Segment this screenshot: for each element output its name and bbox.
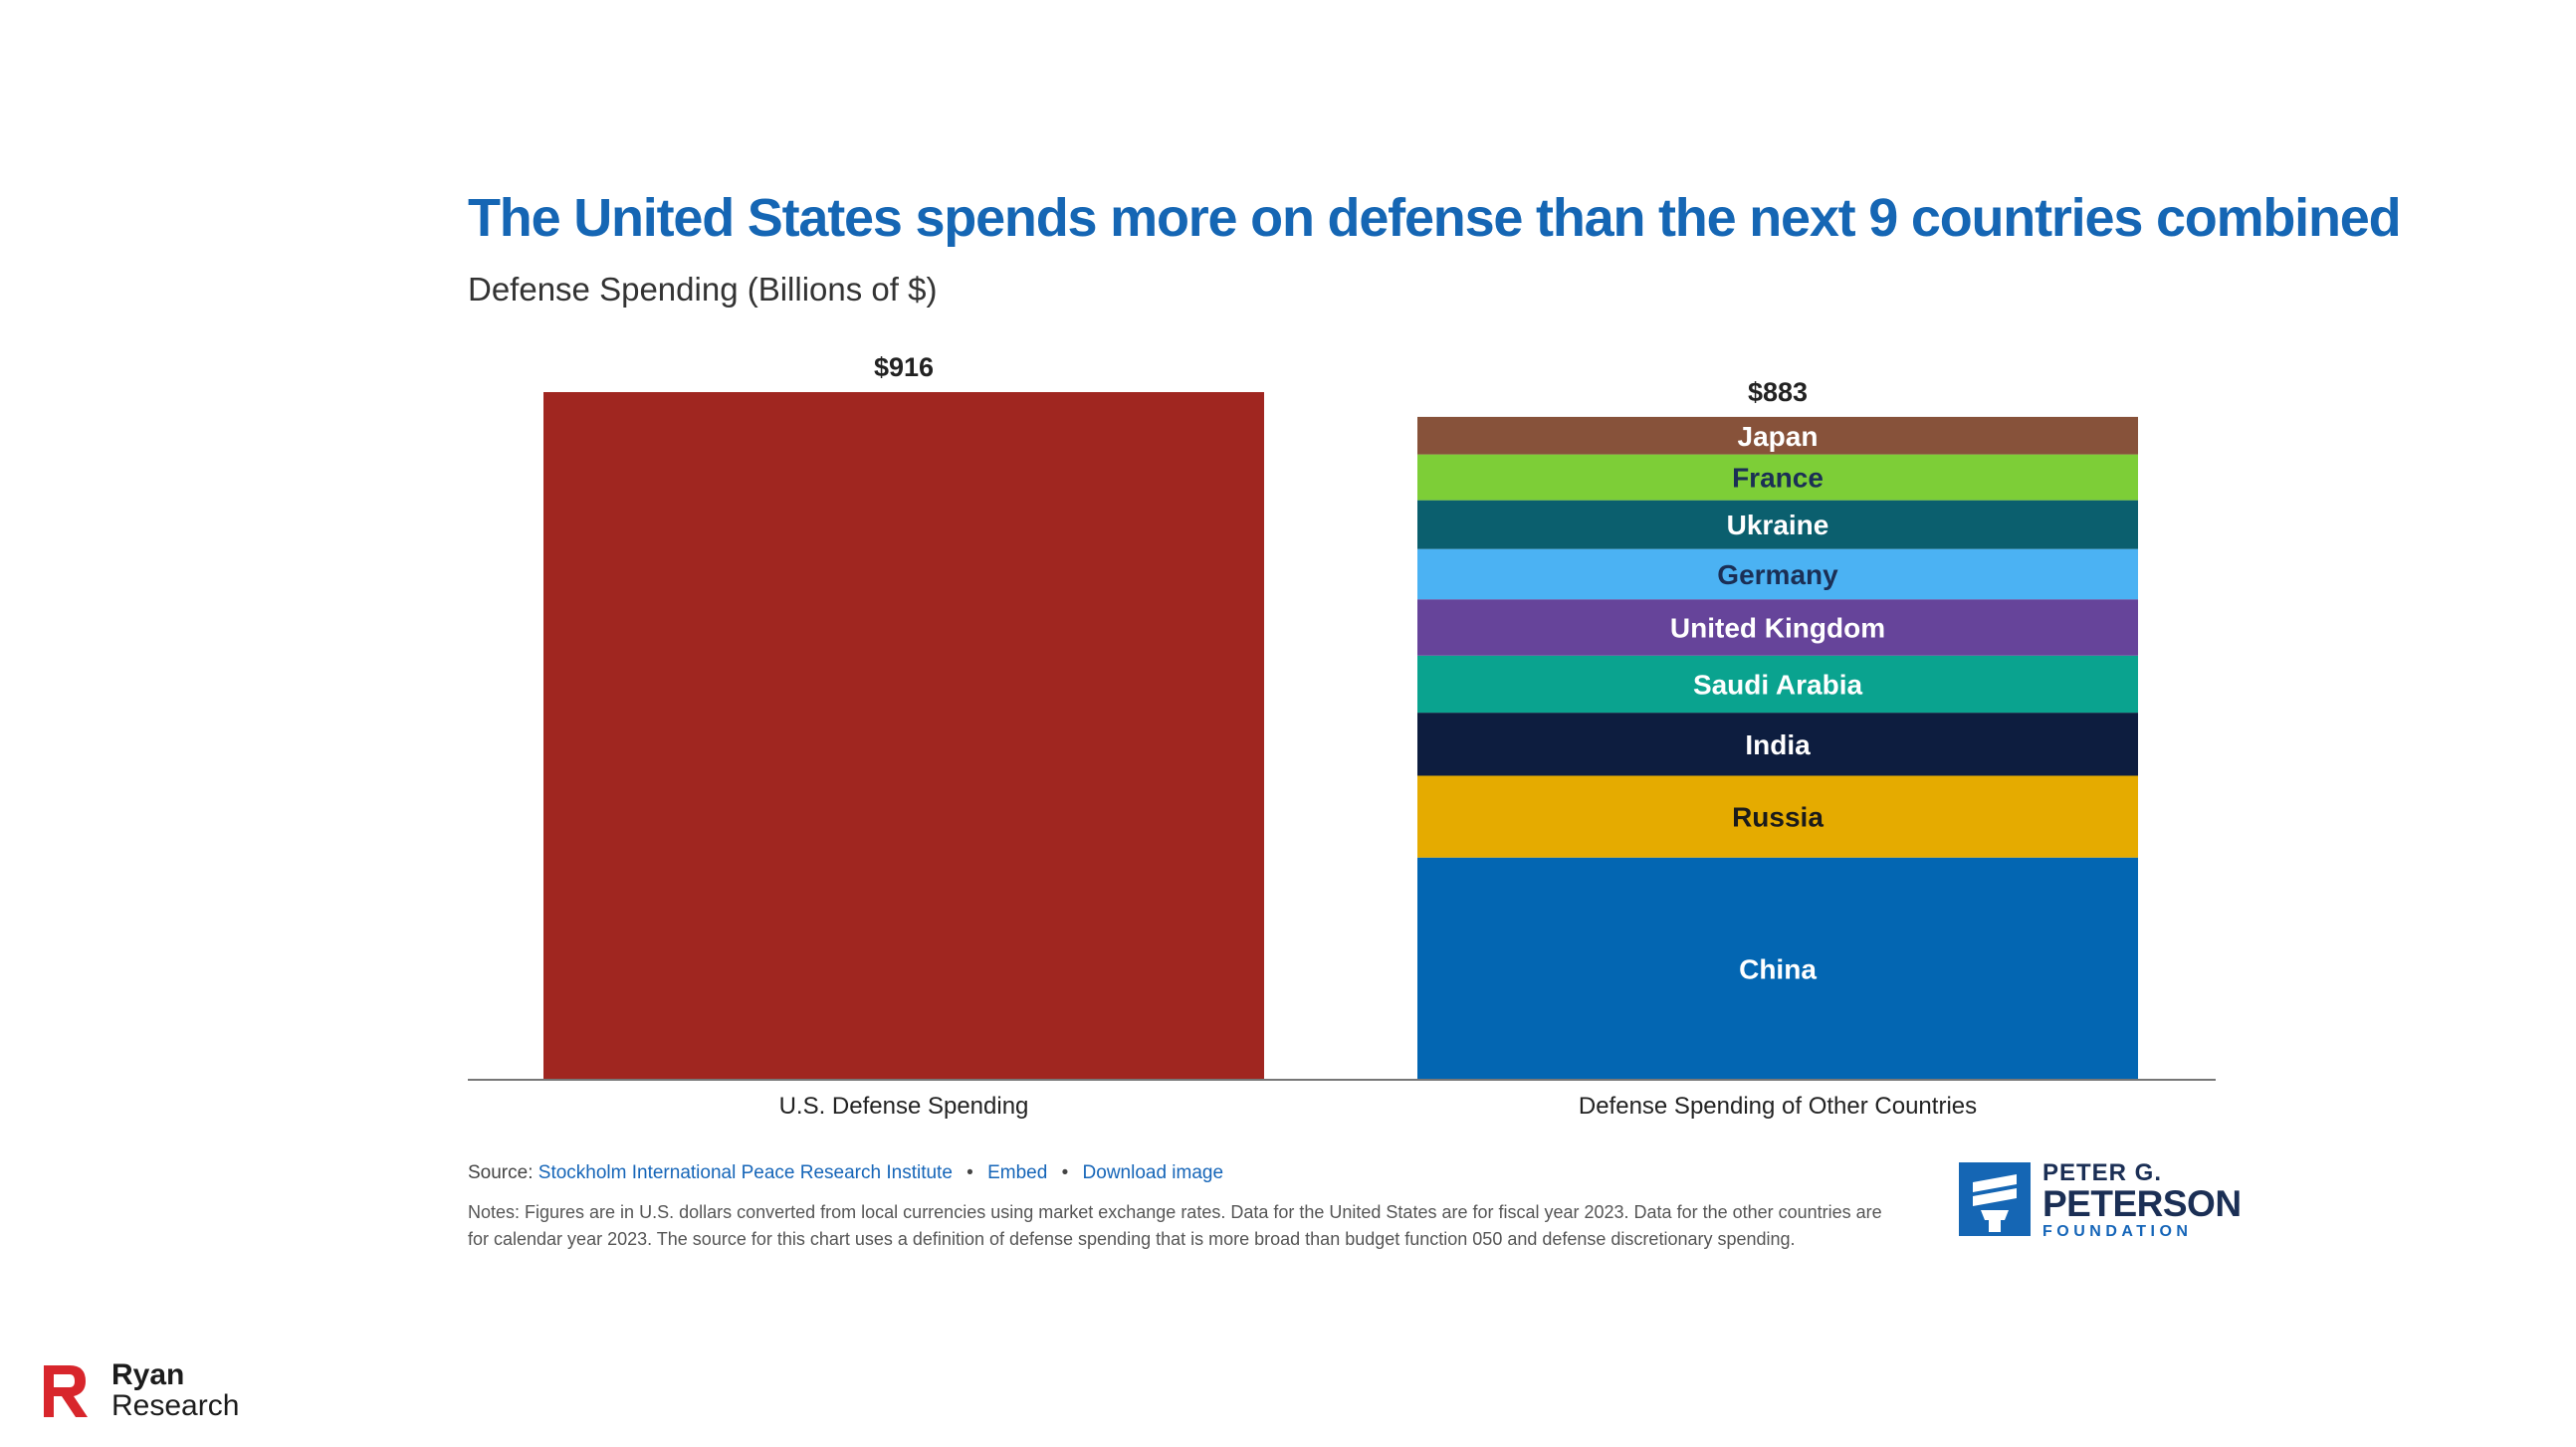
ryan-line1: Ryan <box>111 1358 185 1391</box>
segment-label-united-kingdom: United Kingdom <box>1670 612 1885 643</box>
pgpf-line3: FOUNDATION <box>2042 1223 2193 1240</box>
chart-title: The United States spends more on defense… <box>468 188 2402 248</box>
source-line: Source: Stockholm International Peace Re… <box>468 1162 1223 1184</box>
category-label: U.S. Defense Spending <box>779 1093 1029 1120</box>
bar-segment-india <box>1417 713 2138 776</box>
source-link[interactable]: Stockholm International Peace Research I… <box>537 1162 953 1183</box>
bar-total-label: $916 <box>874 352 934 382</box>
bar-segment-france <box>1417 454 2138 501</box>
segment-label-saudi-arabia: Saudi Arabia <box>1693 669 1863 700</box>
bar-segment-japan <box>1417 416 2138 455</box>
pgpf-line2: PETERSON <box>2042 1183 2242 1224</box>
bar-total-label: $883 <box>1748 377 1808 407</box>
segment-label-germany: Germany <box>1717 559 1838 590</box>
segment-label-ukraine: Ukraine <box>1727 510 1829 540</box>
segment-label-russia: Russia <box>1732 802 1824 833</box>
bar-segment-united-kingdom <box>1417 599 2138 656</box>
pgpf-wordmark: PETER G. PETERSON FOUNDATION <box>2042 1160 2242 1242</box>
separator-dot: • <box>966 1162 973 1183</box>
category-label: Defense Spending of Other Countries <box>1579 1093 1977 1120</box>
bar-segment-ukraine <box>1417 500 2138 549</box>
segment-label-france: France <box>1732 463 1824 494</box>
segment-label-china: China <box>1739 953 1817 984</box>
peterson-foundation-logo: PETER G. PETERSON FOUNDATION <box>1959 1160 2242 1240</box>
embed-link[interactable]: Embed <box>987 1162 1048 1183</box>
download-image-link[interactable]: Download image <box>1082 1162 1224 1183</box>
ryan-r-icon <box>44 1365 88 1417</box>
bar-segment-u-s- <box>543 392 1264 1080</box>
chart-subtitle: Defense Spending (Billions of $) <box>468 271 938 308</box>
segment-label-india: India <box>1745 729 1811 760</box>
chart-notes: Notes: Figures are in U.S. dollars conve… <box>468 1202 1882 1249</box>
ryan-line2: Research <box>111 1389 240 1422</box>
source-prefix: Source: <box>468 1162 534 1183</box>
bar-segment-germany <box>1417 548 2138 600</box>
segment-label-japan: Japan <box>1738 421 1819 452</box>
ryan-research-logo: Ryan Research <box>40 1359 259 1423</box>
bar-segment-saudi-arabia <box>1417 655 2138 714</box>
ryan-wordmark: Ryan Research <box>111 1359 239 1421</box>
torch-icon <box>1959 1162 2031 1236</box>
pgpf-line1: PETER G. <box>2042 1159 2163 1186</box>
separator-dot: • <box>1061 1162 1069 1183</box>
bar-segment-russia <box>1417 775 2138 858</box>
bar-segment-china <box>1417 857 2138 1080</box>
